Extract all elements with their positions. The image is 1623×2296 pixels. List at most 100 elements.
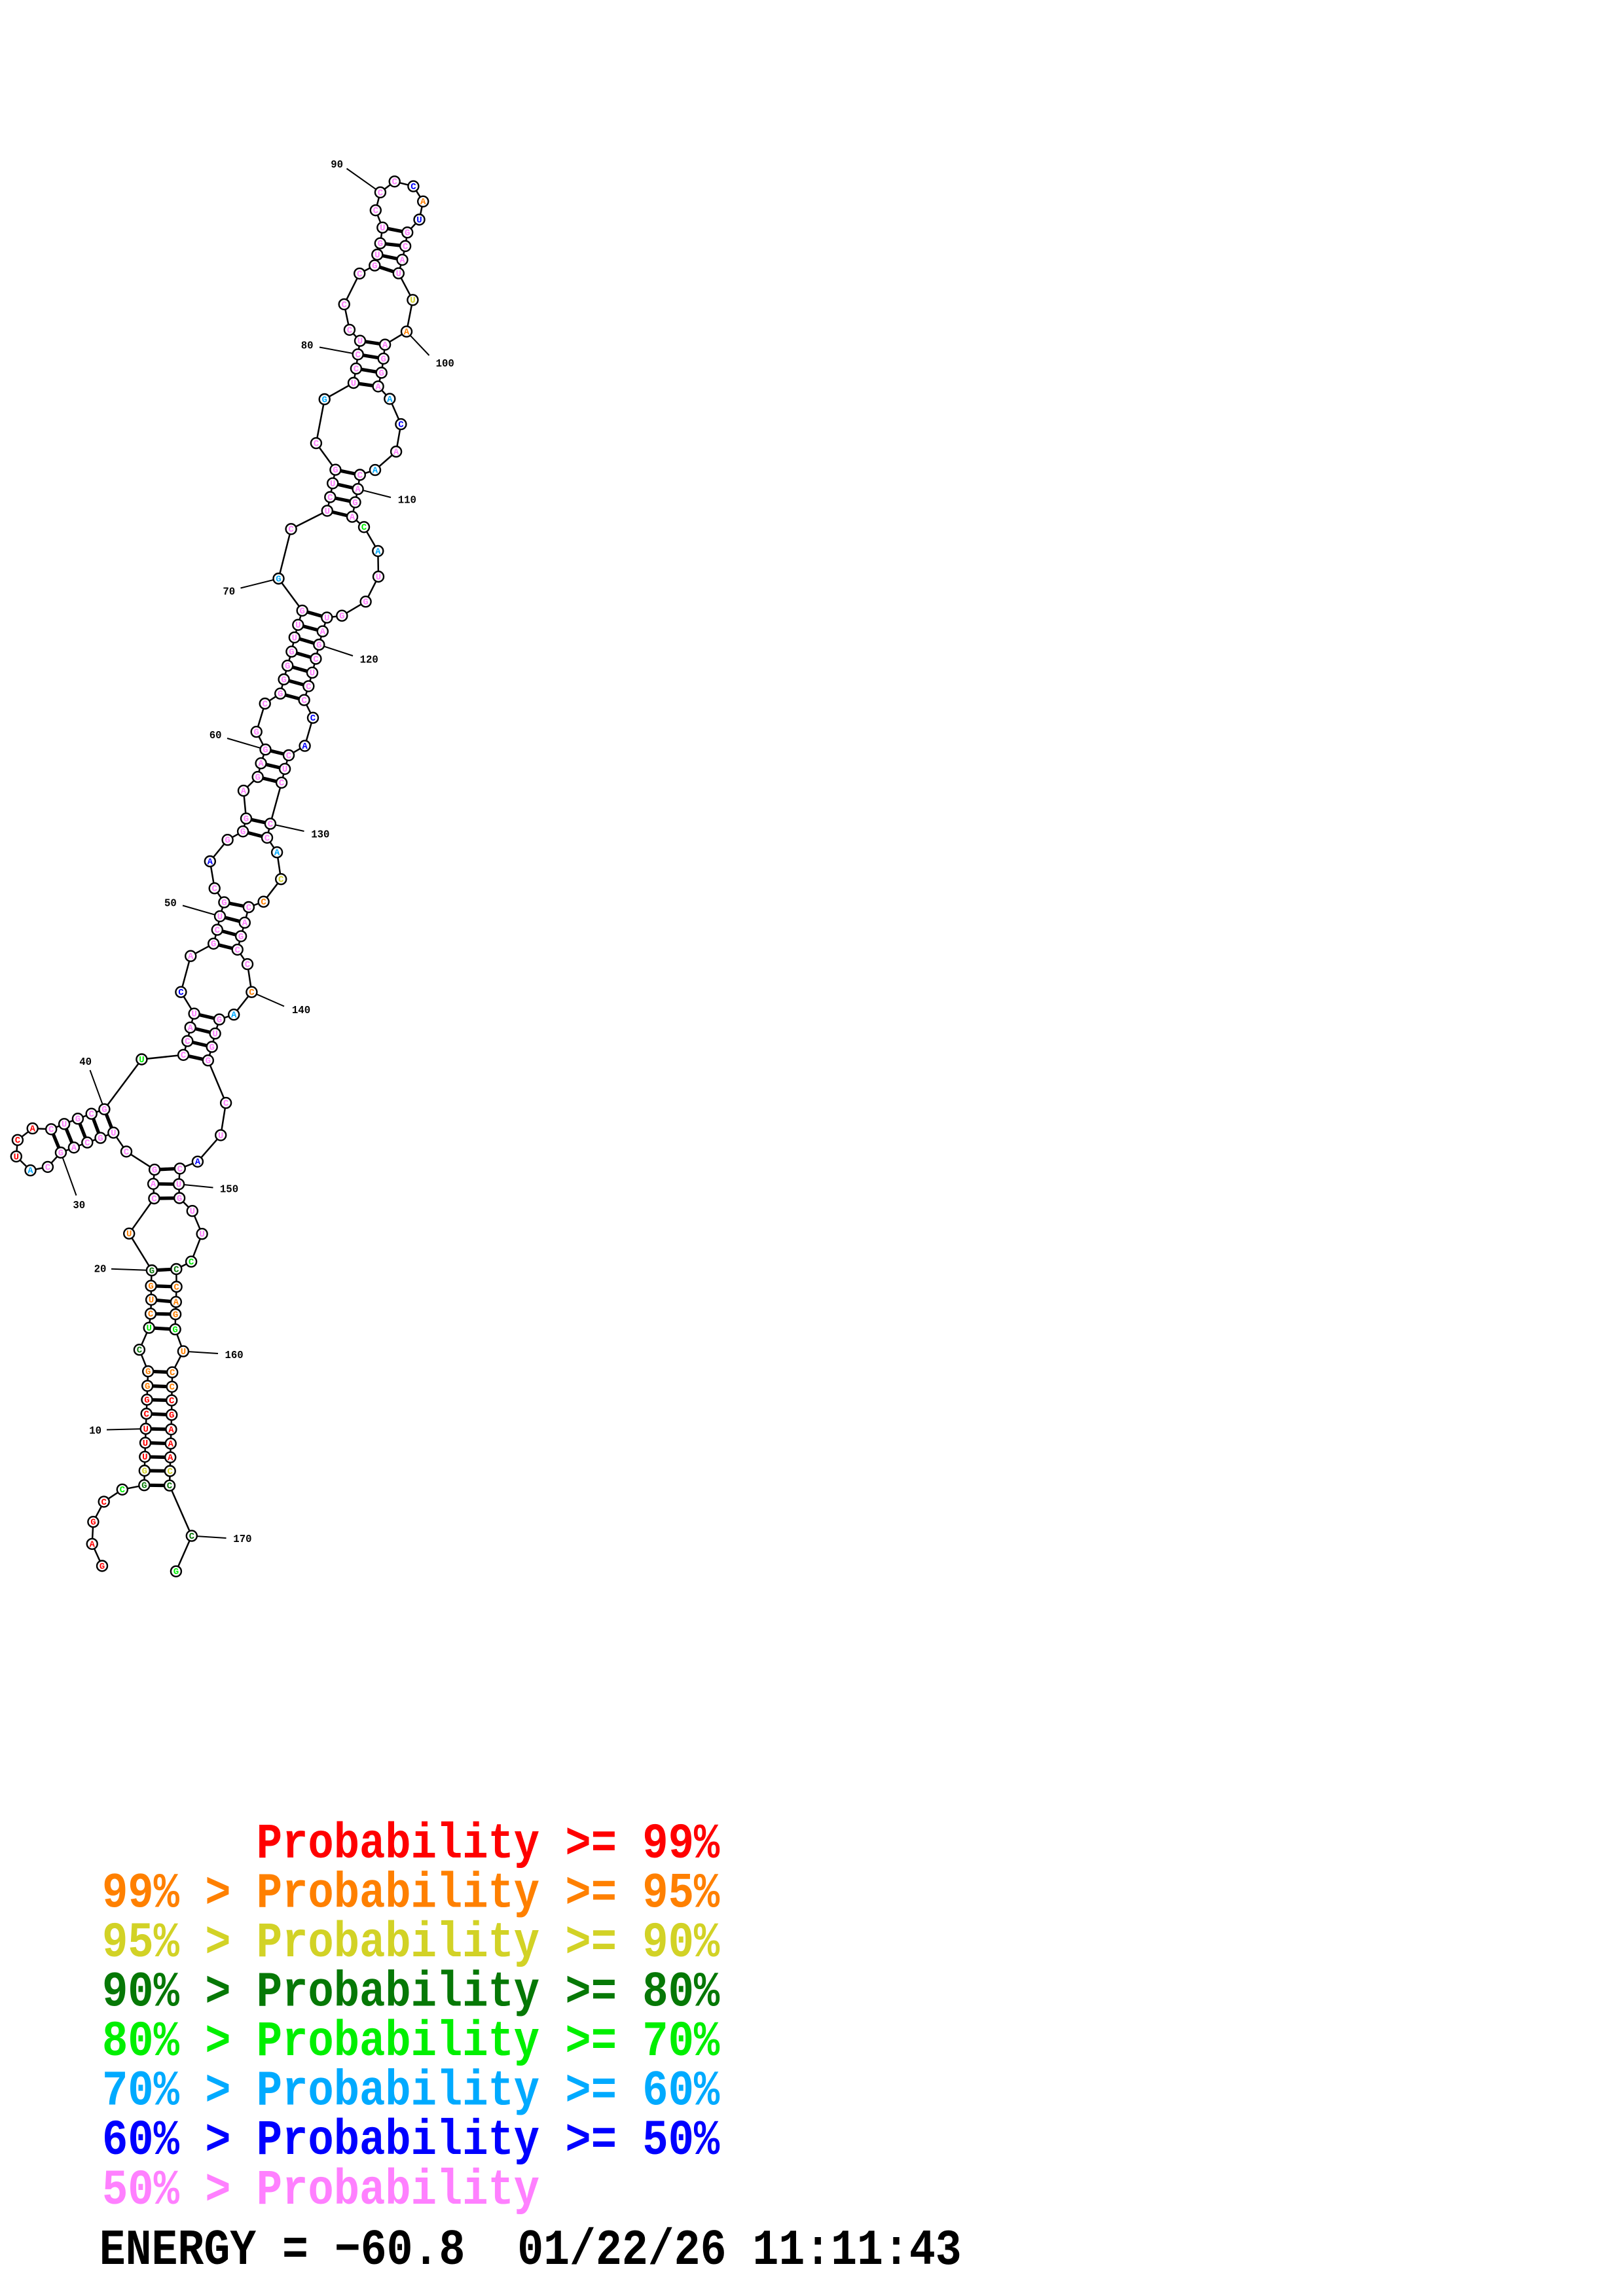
svg-text:C: C <box>101 1498 107 1508</box>
svg-text:A: A <box>399 255 405 266</box>
svg-text:120: 120 <box>360 654 378 666</box>
svg-text:A: A <box>168 1439 173 1450</box>
svg-text:G: G <box>169 1410 174 1421</box>
svg-text:95% > Probability >= 90%: 95% > Probability >= 90% <box>102 1915 720 1971</box>
svg-text:A: A <box>71 1143 77 1154</box>
svg-text:G: G <box>148 1282 153 1292</box>
svg-text:A: A <box>302 742 308 752</box>
svg-text:C: C <box>120 1485 126 1496</box>
svg-text:G: G <box>363 598 368 608</box>
svg-text:C: C <box>45 1162 51 1173</box>
svg-text:U: U <box>62 1120 67 1130</box>
svg-text:C: C <box>246 903 252 913</box>
svg-text:C: C <box>88 1109 94 1120</box>
svg-text:C: C <box>264 833 270 844</box>
svg-text:A: A <box>387 395 393 405</box>
svg-text:G: G <box>172 1325 177 1336</box>
svg-text:G: G <box>278 689 283 700</box>
svg-text:C: C <box>234 945 240 956</box>
svg-text:G: G <box>321 395 327 405</box>
svg-text:G: G <box>58 1148 64 1158</box>
svg-text:U: U <box>143 1424 148 1435</box>
svg-text:C: C <box>189 1257 194 1268</box>
svg-text:C: C <box>170 1368 175 1378</box>
svg-text:A: A <box>188 952 194 962</box>
svg-text:A: A <box>231 1011 237 1021</box>
svg-text:C: C <box>357 269 363 279</box>
svg-text:C: C <box>261 897 266 908</box>
svg-text:C: C <box>189 1532 195 1542</box>
svg-text:C: C <box>357 471 363 481</box>
svg-text:A: A <box>350 512 356 523</box>
svg-text:G: G <box>333 465 338 476</box>
svg-text:A: A <box>195 1157 201 1168</box>
svg-text:C: C <box>15 1136 21 1146</box>
svg-text:U: U <box>143 1439 148 1449</box>
svg-text:G: G <box>255 773 260 783</box>
svg-text:C: C <box>223 1099 229 1109</box>
svg-text:G: G <box>380 354 386 365</box>
svg-text:U: U <box>212 1030 217 1040</box>
svg-text:90% > Probability >= 80%: 90% > Probability >= 80% <box>102 1965 720 2021</box>
svg-text:U: U <box>149 1295 154 1306</box>
svg-text:C: C <box>181 1050 187 1061</box>
svg-text:A: A <box>29 1124 35 1135</box>
svg-text:U: U <box>396 269 401 279</box>
svg-text:U: U <box>410 296 415 306</box>
svg-text:C: C <box>313 655 319 665</box>
svg-text:G: G <box>281 675 286 685</box>
svg-text:U: U <box>310 668 315 679</box>
svg-text:10: 10 <box>89 1426 101 1438</box>
svg-text:C: C <box>215 925 221 936</box>
svg-text:G: G <box>221 898 227 908</box>
svg-text:G: G <box>372 261 377 272</box>
svg-text:U: U <box>14 1152 19 1162</box>
svg-text:A: A <box>168 1425 174 1435</box>
svg-text:C: C <box>143 1409 149 1420</box>
svg-text:U: U <box>217 912 223 922</box>
svg-text:G: G <box>263 745 268 756</box>
svg-text:U: U <box>325 507 330 517</box>
svg-text:150: 150 <box>220 1183 238 1196</box>
svg-text:70% > Probability >= 60%: 70% > Probability >= 60% <box>102 2064 720 2120</box>
svg-text:140: 140 <box>292 1005 310 1017</box>
svg-text:U: U <box>376 572 381 583</box>
svg-text:C: C <box>84 1138 90 1149</box>
svg-text:50: 50 <box>164 898 177 910</box>
svg-text:40: 40 <box>79 1056 92 1069</box>
svg-text:U: U <box>146 1323 151 1334</box>
svg-text:A: A <box>187 1023 193 1033</box>
svg-text:G: G <box>90 1518 96 1528</box>
svg-text:C: C <box>262 699 268 709</box>
svg-text:C: C <box>178 988 184 998</box>
svg-text:G: G <box>144 1395 149 1406</box>
svg-text:G: G <box>149 1266 155 1276</box>
svg-text:G: G <box>299 606 304 617</box>
svg-text:G: G <box>100 1562 105 1572</box>
svg-text:A: A <box>355 485 361 495</box>
svg-text:C: C <box>169 1382 175 1393</box>
svg-text:A: A <box>375 382 381 393</box>
svg-text:C: C <box>278 875 284 886</box>
svg-text:C: C <box>173 1282 179 1293</box>
svg-text:C: C <box>355 350 361 361</box>
svg-text:U: U <box>351 378 356 389</box>
svg-text:C: C <box>169 1396 175 1407</box>
svg-text:G: G <box>145 1382 150 1392</box>
svg-text:G: G <box>173 1310 178 1320</box>
svg-text:100: 100 <box>436 358 454 370</box>
svg-text:99% > Probability >= 95%: 99% > Probability >= 95% <box>102 1866 720 1922</box>
svg-text:G: G <box>225 836 230 846</box>
svg-text:C: C <box>373 206 379 217</box>
svg-text:A: A <box>168 1453 173 1463</box>
svg-text:C: C <box>306 682 312 692</box>
svg-text:G: G <box>142 1466 147 1477</box>
svg-text:C: C <box>48 1125 54 1136</box>
svg-text:U: U <box>199 1230 204 1240</box>
svg-text:A: A <box>373 466 378 476</box>
svg-text:G: G <box>378 239 383 249</box>
svg-text:A: A <box>173 1298 179 1308</box>
svg-text:U: U <box>330 479 335 490</box>
svg-text:G: G <box>378 368 384 379</box>
svg-text:A: A <box>375 547 381 557</box>
